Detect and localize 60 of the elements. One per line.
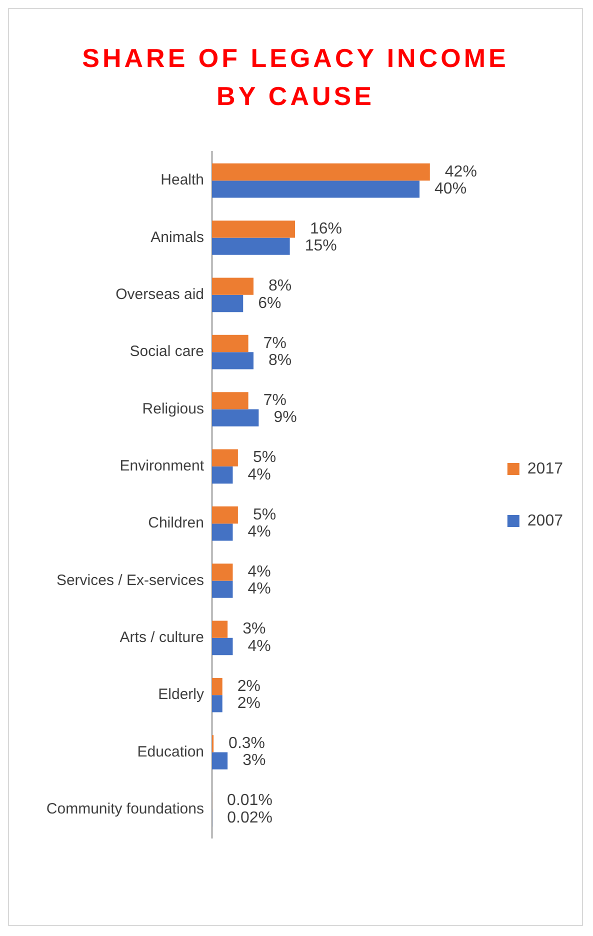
- data-label: 9%: [274, 409, 297, 426]
- bar: [212, 620, 228, 638]
- data-label: 4%: [248, 638, 271, 655]
- data-label: 8%: [268, 278, 292, 295]
- data-label: 4%: [248, 524, 271, 541]
- data-label: 40%: [434, 180, 467, 198]
- data-label: 0.3%: [228, 735, 266, 752]
- y-tick-label: Environment: [120, 458, 205, 475]
- y-tick-label: Overseas aid: [116, 286, 204, 304]
- data-label: 8%: [268, 352, 292, 370]
- bar: [212, 564, 233, 581]
- bar: [212, 638, 233, 656]
- data-label: 16%: [310, 220, 342, 238]
- bar: [212, 180, 420, 198]
- bar: [212, 449, 238, 466]
- bar: [212, 524, 233, 541]
- data-label: 3%: [242, 620, 266, 638]
- bar: [212, 238, 290, 255]
- bar: [212, 678, 222, 696]
- data-label: 15%: [304, 238, 337, 255]
- bar: [212, 334, 248, 352]
- data-label: 5%: [252, 449, 276, 466]
- bar: [212, 506, 238, 524]
- data-label: 7%: [263, 392, 286, 410]
- data-label: 42%: [444, 163, 477, 180]
- bar: [212, 752, 228, 770]
- bar: [212, 294, 244, 312]
- y-tick-label: Children: [148, 514, 204, 532]
- data-label: 5%: [252, 506, 276, 524]
- bar: [212, 580, 233, 598]
- y-tick-label: Religious: [142, 400, 204, 418]
- legend-label: 2017: [527, 460, 564, 478]
- y-tick-label: Community foundations: [46, 800, 204, 818]
- data-label: 2%: [237, 678, 260, 695]
- y-tick-label: Elderly: [158, 686, 204, 704]
- data-label: 2%: [237, 695, 260, 712]
- data-label: 4%: [248, 580, 271, 598]
- data-label: 7%: [263, 334, 286, 352]
- y-tick-label: Social care: [130, 343, 204, 360]
- data-label: 0.02%: [227, 809, 272, 826]
- bar: [212, 352, 254, 370]
- y-tick-label: Animals: [150, 228, 204, 246]
- data-label: 4%: [248, 466, 271, 484]
- y-tick-label: Services / Ex-services: [56, 572, 204, 589]
- bar: [212, 466, 233, 484]
- bar: [212, 695, 222, 712]
- data-label: 0.01%: [227, 792, 272, 810]
- bar: [212, 220, 296, 238]
- bar: [212, 392, 248, 410]
- y-tick-label: Health: [160, 172, 204, 189]
- bar: [212, 278, 254, 295]
- y-tick-label: Arts / culture: [120, 629, 204, 646]
- data-label: 6%: [258, 294, 282, 312]
- chart-title: SHARE OF LEGACY INCOME BY CAUSE: [81, 42, 510, 113]
- bar: [212, 163, 430, 181]
- data-label: 4%: [248, 564, 271, 581]
- y-tick-label: Education: [137, 743, 204, 760]
- bar: [212, 409, 259, 426]
- data-label: 3%: [242, 752, 266, 770]
- legend-label: 2007: [527, 512, 564, 530]
